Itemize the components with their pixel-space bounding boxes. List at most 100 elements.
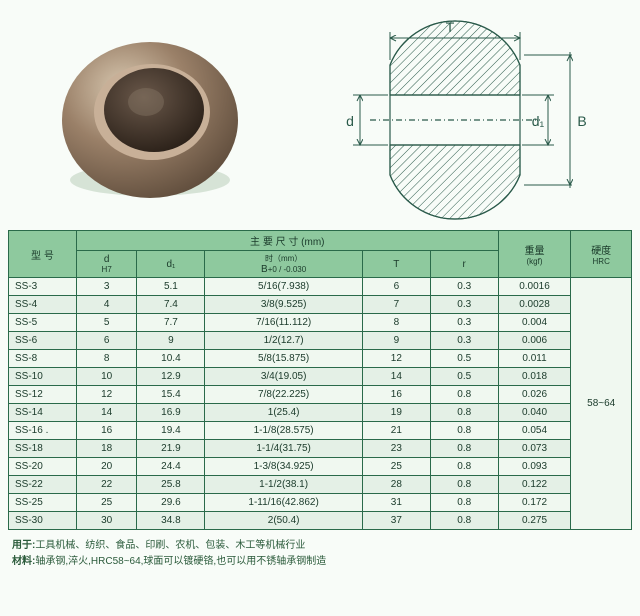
- cell-r: 0.3: [430, 314, 498, 332]
- th-d1: d₁: [137, 251, 205, 278]
- cell-B: 2(50.4): [205, 512, 363, 530]
- cell-w: 0.275: [498, 512, 571, 530]
- cell-d1: 29.6: [137, 494, 205, 512]
- cell-m: SS-5: [9, 314, 77, 332]
- table-row: SS-303034.82(50.4)370.80.275: [9, 512, 632, 530]
- cell-B: 1/2(12.7): [205, 332, 363, 350]
- dim-d-label: d: [346, 113, 354, 129]
- cell-w: 0.006: [498, 332, 571, 350]
- cell-B: 5/8(15.875): [205, 350, 363, 368]
- cell-d: 14: [76, 404, 137, 422]
- cell-w: 0.093: [498, 458, 571, 476]
- cell-w: 0.040: [498, 404, 571, 422]
- cell-m: SS-16 .: [9, 422, 77, 440]
- spec-table-wrap: 型 号 主 要 尺 寸 (mm) 重量 (kgf) 硬度 HRC dH7 d₁ …: [0, 230, 640, 530]
- cell-r: 0.8: [430, 422, 498, 440]
- th-weight: 重量 (kgf): [498, 231, 571, 278]
- th-hardness: 硬度 HRC: [571, 231, 632, 278]
- cell-r: 0.8: [430, 440, 498, 458]
- cell-d1: 7.4: [137, 296, 205, 314]
- cell-m: SS-3: [9, 278, 77, 296]
- cell-B: 7/8(22.225): [205, 386, 363, 404]
- cell-d1: 7.7: [137, 314, 205, 332]
- cell-B: 1(25.4): [205, 404, 363, 422]
- cell-m: SS-18: [9, 440, 77, 458]
- cell-d1: 25.8: [137, 476, 205, 494]
- cell-hardness: 58~64: [571, 278, 632, 530]
- cell-T: 14: [362, 368, 430, 386]
- cell-d1: 12.9: [137, 368, 205, 386]
- cell-m: SS-14: [9, 404, 77, 422]
- table-row: SS-335.15/16(7.938)60.30.001658~64: [9, 278, 632, 296]
- cell-B: 7/16(11.112): [205, 314, 363, 332]
- cell-d1: 10.4: [137, 350, 205, 368]
- dim-T-label: T: [446, 19, 455, 35]
- table-row: SS-6691/2(12.7)90.30.006: [9, 332, 632, 350]
- cell-T: 6: [362, 278, 430, 296]
- cell-d1: 21.9: [137, 440, 205, 458]
- cell-T: 31: [362, 494, 430, 512]
- cell-B: 5/16(7.938): [205, 278, 363, 296]
- th-T: T: [362, 251, 430, 278]
- table-row: SS-252529.61-11/16(42.862)310.80.172: [9, 494, 632, 512]
- cell-r: 0.8: [430, 494, 498, 512]
- cell-w: 0.0028: [498, 296, 571, 314]
- cell-r: 0.3: [430, 332, 498, 350]
- cell-m: SS-4: [9, 296, 77, 314]
- table-row: SS-8810.45/8(15.875)120.50.011: [9, 350, 632, 368]
- cell-T: 21: [362, 422, 430, 440]
- cell-B: 1-11/16(42.862): [205, 494, 363, 512]
- cell-r: 0.8: [430, 404, 498, 422]
- cell-d1: 34.8: [137, 512, 205, 530]
- cell-m: SS-30: [9, 512, 77, 530]
- cell-T: 16: [362, 386, 430, 404]
- cell-d1: 16.9: [137, 404, 205, 422]
- table-row: SS-222225.81-1/2(38.1)280.80.122: [9, 476, 632, 494]
- cell-d: 20: [76, 458, 137, 476]
- cell-m: SS-20: [9, 458, 77, 476]
- cell-m: SS-8: [9, 350, 77, 368]
- cell-d: 22: [76, 476, 137, 494]
- cell-T: 25: [362, 458, 430, 476]
- table-row: SS-557.77/16(11.112)80.30.004: [9, 314, 632, 332]
- cell-r: 0.8: [430, 512, 498, 530]
- cell-r: 0.8: [430, 476, 498, 494]
- cell-w: 0.073: [498, 440, 571, 458]
- cell-d: 5: [76, 314, 137, 332]
- cell-w: 0.122: [498, 476, 571, 494]
- cell-r: 0.3: [430, 296, 498, 314]
- cell-d: 10: [76, 368, 137, 386]
- cell-T: 8: [362, 314, 430, 332]
- cell-d: 4: [76, 296, 137, 314]
- cell-d1: 15.4: [137, 386, 205, 404]
- cell-d1: 19.4: [137, 422, 205, 440]
- cell-d: 18: [76, 440, 137, 458]
- top-region: T d d₁ B: [0, 0, 640, 230]
- dimension-diagram: T d d₁ B: [310, 10, 620, 230]
- cell-r: 0.5: [430, 350, 498, 368]
- cell-B: 1-1/2(38.1): [205, 476, 363, 494]
- cell-w: 0.011: [498, 350, 571, 368]
- table-row: SS-202024.41-3/8(34.925)250.80.093: [9, 458, 632, 476]
- footer-notes: 用于:工具机械、纺织、食品、印刷、农机、包装、木工等机械行业 材料:轴承钢,淬火…: [0, 530, 640, 570]
- cell-w: 0.0016: [498, 278, 571, 296]
- cell-d1: 24.4: [137, 458, 205, 476]
- cell-T: 28: [362, 476, 430, 494]
- table-row: SS-16 .1619.41-1/8(28.575)210.80.054: [9, 422, 632, 440]
- table-row: SS-101012.93/4(19.05)140.50.018: [9, 368, 632, 386]
- spec-table: 型 号 主 要 尺 寸 (mm) 重量 (kgf) 硬度 HRC dH7 d₁ …: [8, 230, 632, 530]
- cell-d: 8: [76, 350, 137, 368]
- cell-T: 37: [362, 512, 430, 530]
- table-row: SS-121215.47/8(22.225)160.80.026: [9, 386, 632, 404]
- cell-d1: 5.1: [137, 278, 205, 296]
- dim-B-label: B: [577, 113, 586, 129]
- dim-d1-label: d₁: [532, 113, 545, 129]
- cell-B: 1-1/8(28.575): [205, 422, 363, 440]
- th-B: 时（mm） B+0 / -0.030: [205, 251, 363, 278]
- cell-d1: 9: [137, 332, 205, 350]
- th-d: dH7: [76, 251, 137, 278]
- cell-d: 12: [76, 386, 137, 404]
- cell-T: 23: [362, 440, 430, 458]
- th-model: 型 号: [9, 231, 77, 278]
- th-r: r: [430, 251, 498, 278]
